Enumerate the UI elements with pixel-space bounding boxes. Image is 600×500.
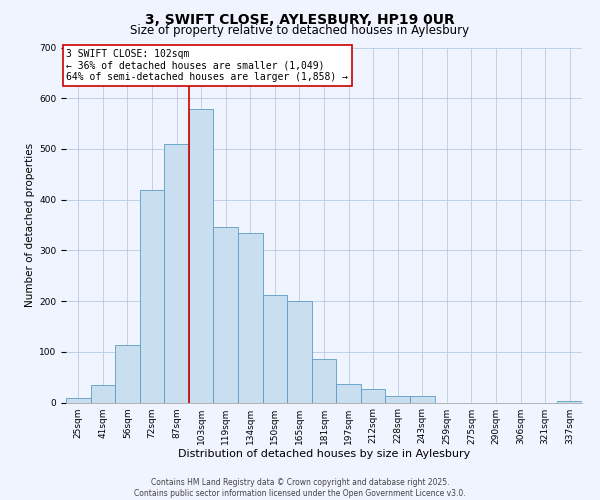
- Text: 3 SWIFT CLOSE: 102sqm
← 36% of detached houses are smaller (1,049)
64% of semi-d: 3 SWIFT CLOSE: 102sqm ← 36% of detached …: [67, 48, 349, 82]
- Bar: [263, 295, 287, 403]
- Bar: [312, 360, 336, 403]
- Text: 3, SWIFT CLOSE, AYLESBURY, HP19 0UR: 3, SWIFT CLOSE, AYLESBURY, HP19 0UR: [145, 12, 455, 26]
- Bar: [287, 300, 312, 402]
- Bar: [238, 232, 263, 402]
- Bar: [115, 345, 140, 403]
- Bar: [66, 398, 91, 402]
- X-axis label: Distribution of detached houses by size in Aylesbury: Distribution of detached houses by size …: [178, 450, 470, 460]
- Bar: [91, 385, 115, 402]
- Bar: [385, 396, 410, 402]
- Bar: [164, 144, 189, 403]
- Bar: [410, 396, 434, 402]
- Bar: [557, 401, 582, 402]
- Bar: [336, 384, 361, 402]
- Bar: [361, 389, 385, 402]
- Text: Size of property relative to detached houses in Aylesbury: Size of property relative to detached ho…: [130, 24, 470, 37]
- Text: Contains HM Land Registry data © Crown copyright and database right 2025.
Contai: Contains HM Land Registry data © Crown c…: [134, 478, 466, 498]
- Bar: [214, 226, 238, 402]
- Y-axis label: Number of detached properties: Number of detached properties: [25, 143, 35, 307]
- Bar: [140, 190, 164, 402]
- Bar: [189, 110, 214, 403]
